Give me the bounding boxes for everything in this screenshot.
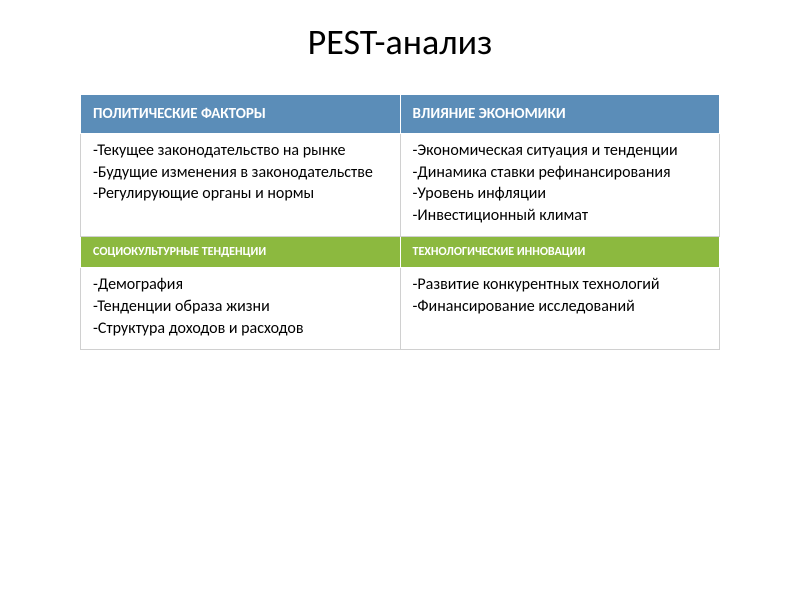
table-row: ПОЛИТИЧЕСКИЕ ФАКТОРЫ ВЛИЯНИЕ ЭКОНОМИКИ: [81, 95, 720, 134]
header-social: СОЦИОКУЛЬТУРНЫЕ ТЕНДЕНЦИИ: [81, 237, 401, 268]
page-title: PEST-анализ: [0, 0, 800, 94]
table-row: -Текущее законодательство на рынке-Будущ…: [81, 134, 720, 237]
table-row: СОЦИОКУЛЬТУРНЫЕ ТЕНДЕНЦИИ ТЕХНОЛОГИЧЕСКИ…: [81, 237, 720, 268]
cell-tech: -Развитие конкурентных технологий-Финанс…: [400, 268, 720, 350]
table-row: -Демография-Тенденции образа жизни-Струк…: [81, 268, 720, 350]
header-tech: ТЕХНОЛОГИЧЕСКИЕ ИННОВАЦИИ: [400, 237, 720, 268]
header-political: ПОЛИТИЧЕСКИЕ ФАКТОРЫ: [81, 95, 401, 134]
cell-political: -Текущее законодательство на рынке-Будущ…: [81, 134, 401, 237]
cell-social: -Демография-Тенденции образа жизни-Струк…: [81, 268, 401, 350]
cell-economic: -Экономическая ситуация и тенденции-Дина…: [400, 134, 720, 237]
header-economic: ВЛИЯНИЕ ЭКОНОМИКИ: [400, 95, 720, 134]
pest-table: ПОЛИТИЧЕСКИЕ ФАКТОРЫ ВЛИЯНИЕ ЭКОНОМИКИ -…: [80, 94, 720, 350]
